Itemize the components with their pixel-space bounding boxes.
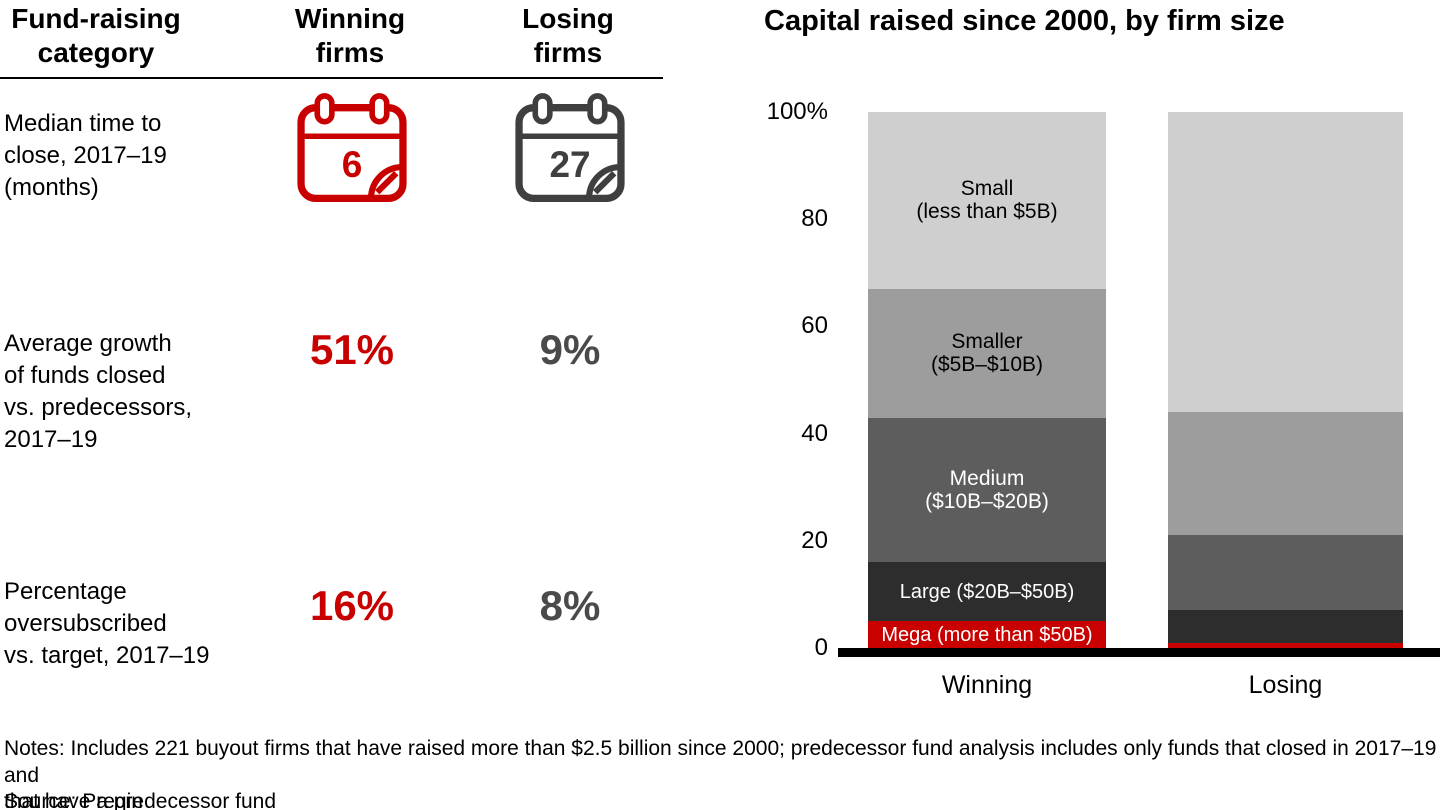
bar-segment	[1168, 642, 1403, 648]
bar-segment	[1168, 535, 1403, 611]
row-label-median-time: Median time to close, 2017–19 (months)	[4, 110, 167, 201]
y-axis-tick: 80	[801, 205, 828, 233]
calendar-value-losing: 27	[549, 144, 590, 185]
category-label-winning: Winning	[941, 671, 1033, 699]
table-header-category: Fund-raising category	[11, 3, 181, 68]
source-text: Source: Preqin	[4, 790, 143, 810]
table-header-losing: Losing firms	[522, 3, 614, 68]
bar-segment: Mega (more than $50B)	[868, 621, 1106, 648]
y-axis-tick: 20	[801, 526, 828, 554]
bar-segment	[1168, 112, 1403, 413]
row-label-average-growth: Average growth of funds closed vs. predece…	[4, 330, 193, 453]
calendar-icon: 6	[296, 92, 408, 204]
segment-label: Large ($20B–$50B)	[899, 580, 1075, 603]
table-header-winning: Winning firms	[294, 3, 406, 68]
y-axis-tick: 60	[801, 312, 828, 340]
header-divider	[0, 77, 663, 79]
bar-segment	[1168, 610, 1403, 643]
bar-segment	[1168, 412, 1403, 536]
x-axis-line	[838, 648, 1440, 657]
bar-winning: Small (less than $5B) Smaller ($5B–$10B) Med…	[868, 112, 1106, 648]
bar-segment: Small (less than $5B)	[868, 112, 1106, 289]
bar-segment: Medium ($10B–$20B)	[868, 417, 1106, 563]
value-winning-oversubscribed: 16%	[309, 582, 395, 629]
y-axis-tick: 40	[801, 419, 828, 447]
segment-label: Smaller ($5B–$10B)	[930, 330, 1044, 377]
category-label-losing: Losing	[1248, 671, 1323, 699]
value-winning-growth: 51%	[309, 326, 395, 373]
bar-segment: Large ($20B–$50B)	[868, 562, 1106, 622]
value-losing-growth: 9%	[539, 326, 601, 373]
calendar-icon: 27	[514, 92, 626, 204]
bar-losing	[1168, 112, 1403, 648]
chart-title: Capital raised since 2000, by firm size	[764, 5, 1285, 37]
y-axis-tick: 0	[814, 634, 828, 661]
segment-label: Medium ($10B–$20B)	[925, 466, 1049, 513]
segment-label: Mega (more than $50B)	[881, 623, 1093, 646]
value-losing-oversubscribed: 8%	[539, 582, 601, 629]
calendar-value-winning: 6	[342, 144, 363, 185]
bar-segment: Smaller ($5B–$10B)	[868, 288, 1106, 418]
notes-text: Notes: Includes 221 buyout firms that ha…	[4, 737, 1437, 810]
row-label-oversubscribed: Percentage oversubscribed vs. target, 2017…	[4, 578, 210, 669]
y-axis-tick: 100%	[766, 98, 828, 125]
segment-label: Small (less than $5B)	[916, 177, 1058, 224]
